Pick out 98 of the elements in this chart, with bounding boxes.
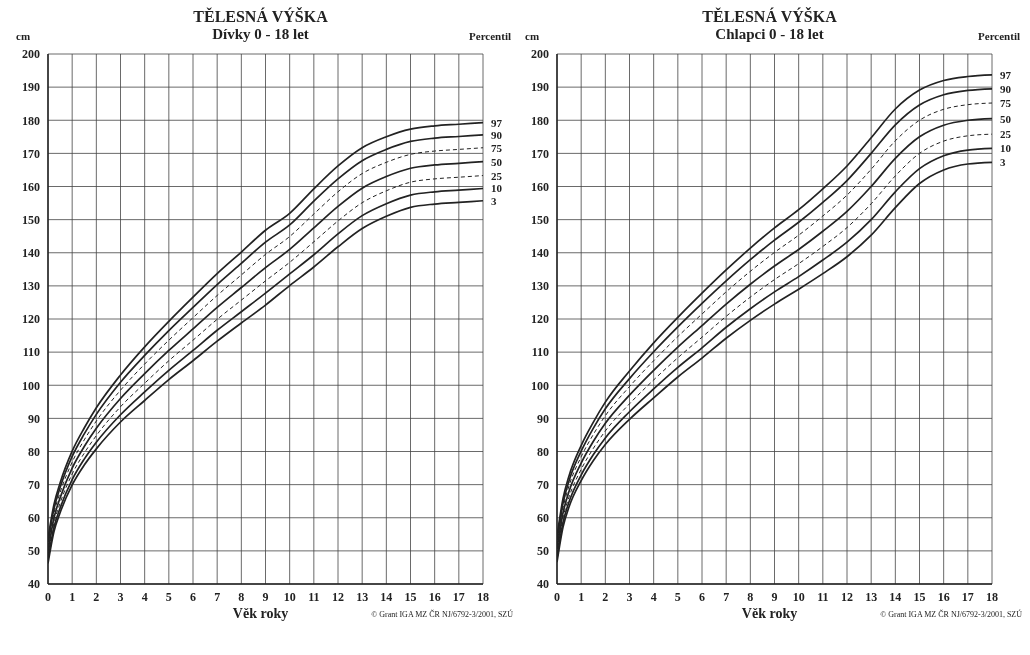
- text: © Grant IGA MZ ČR NJ/6792-3/2001, SZÚ: [371, 610, 513, 619]
- y-axis-title: cm: [525, 30, 540, 42]
- x-tick-label: 0: [554, 589, 560, 604]
- y-tick-label: 180: [22, 113, 40, 128]
- x-tick-label: 1: [578, 589, 585, 604]
- x-tick-label: 18: [477, 589, 489, 604]
- series-label: 90: [491, 128, 503, 141]
- x-tick-label: 10: [792, 589, 805, 604]
- x-tick-label: 11: [817, 589, 829, 604]
- y-tick-label: 60: [28, 511, 40, 526]
- y-tick-label: 70: [28, 477, 40, 492]
- y-tick-label: 130: [22, 279, 40, 294]
- x-tick-label: 8: [238, 589, 245, 604]
- y-tick-label: 100: [22, 378, 40, 393]
- y-tick-label: 40: [537, 577, 549, 592]
- y-tick-label: 40: [28, 577, 40, 592]
- y-tick-label: 120: [531, 312, 549, 327]
- y-tick-label: 80: [537, 444, 549, 459]
- series-label: 10: [491, 182, 503, 195]
- series-label: 75: [1000, 97, 1012, 110]
- x-tick-label: 11: [308, 589, 320, 604]
- y-tick-label: 130: [531, 279, 549, 294]
- x-tick-label: 6: [190, 589, 196, 604]
- y-tick-label: 60: [537, 511, 549, 526]
- x-tick-label: 9: [262, 589, 269, 604]
- y-tick-label: 170: [22, 146, 40, 161]
- series-label: 3: [491, 194, 497, 207]
- series-label: 97: [491, 116, 503, 129]
- x-tick-label: 12: [841, 589, 853, 604]
- chart-title: TĚLESNÁ VÝŠKA: [701, 8, 838, 26]
- x-tick-label: 12: [332, 589, 344, 604]
- series-label: 50: [1000, 112, 1012, 125]
- legend-title: Percentil: [978, 30, 1020, 42]
- x-tick-label: 3: [626, 589, 633, 604]
- y-tick-label: 70: [537, 477, 549, 492]
- x-tick-label: 18: [986, 589, 998, 604]
- series-label: 97: [1000, 68, 1012, 81]
- x-tick-label: 4: [141, 589, 148, 604]
- series-label: 50: [491, 155, 503, 168]
- y-tick-label: 50: [28, 544, 40, 559]
- chart-subtitle: Dívky 0 - 18 let: [212, 26, 309, 42]
- x-tick-label: 7: [723, 589, 730, 604]
- x-tick-label: 13: [356, 589, 369, 604]
- x-tick-label: 8: [747, 589, 754, 604]
- x-tick-label: 17: [961, 589, 974, 604]
- chart-title: TĚLESNÁ VÝŠKA: [192, 8, 329, 26]
- x-tick-label: 5: [674, 589, 681, 604]
- x-tick-label: 9: [771, 589, 778, 604]
- y-tick-label: 190: [531, 80, 549, 95]
- x-tick-label: 16: [428, 589, 441, 604]
- chart-subtitle: Chlapci 0 - 18 let: [715, 26, 824, 42]
- y-tick-label: 50: [537, 544, 549, 559]
- x-axis-title: Věk roky: [232, 606, 289, 621]
- series-label: 25: [1000, 128, 1012, 141]
- x-tick-label: 14: [889, 589, 902, 604]
- y-tick-label: 90: [537, 411, 549, 426]
- x-tick-label: 17: [452, 589, 465, 604]
- y-tick-label: 200: [22, 47, 40, 62]
- series-label: 75: [491, 141, 503, 154]
- x-tick-label: 16: [937, 589, 950, 604]
- x-tick-label: 2: [93, 589, 100, 604]
- series-label: 25: [491, 169, 503, 182]
- y-tick-label: 190: [22, 80, 40, 95]
- y-tick-label: 180: [531, 113, 549, 128]
- y-tick-label: 150: [22, 212, 40, 227]
- y-tick-label: 100: [531, 378, 549, 393]
- y-axis-title: cm: [16, 30, 31, 42]
- text: © Grant IGA MZ ČR NJ/6792-3/2001, SZÚ: [880, 610, 1022, 619]
- y-tick-label: 80: [28, 444, 40, 459]
- x-tick-label: 10: [283, 589, 296, 604]
- x-tick-label: 4: [650, 589, 657, 604]
- legend-title: Percentil: [469, 30, 511, 42]
- y-tick-label: 200: [531, 47, 549, 62]
- y-tick-label: 170: [531, 146, 549, 161]
- y-tick-label: 110: [531, 345, 549, 360]
- x-tick-label: 3: [117, 589, 124, 604]
- y-tick-label: 120: [22, 312, 40, 327]
- x-tick-label: 5: [165, 589, 172, 604]
- x-tick-label: 2: [602, 589, 609, 604]
- y-tick-label: 150: [531, 212, 549, 227]
- x-tick-label: 6: [699, 589, 705, 604]
- x-tick-label: 13: [865, 589, 878, 604]
- y-tick-label: 90: [28, 411, 40, 426]
- series-label: 10: [1000, 142, 1012, 155]
- x-tick-label: 14: [380, 589, 393, 604]
- y-tick-label: 110: [22, 345, 40, 360]
- x-axis-title: Věk roky: [741, 606, 798, 621]
- x-tick-label: 15: [404, 589, 417, 604]
- y-tick-label: 140: [531, 246, 549, 261]
- y-tick-label: 160: [531, 179, 549, 194]
- x-tick-label: 15: [913, 589, 926, 604]
- x-tick-label: 1: [69, 589, 76, 604]
- x-tick-label: 7: [214, 589, 221, 604]
- y-tick-label: 140: [22, 246, 40, 261]
- x-tick-label: 0: [45, 589, 51, 604]
- series-label: 3: [1000, 156, 1006, 169]
- y-tick-label: 160: [22, 179, 40, 194]
- series-label: 90: [1000, 82, 1012, 95]
